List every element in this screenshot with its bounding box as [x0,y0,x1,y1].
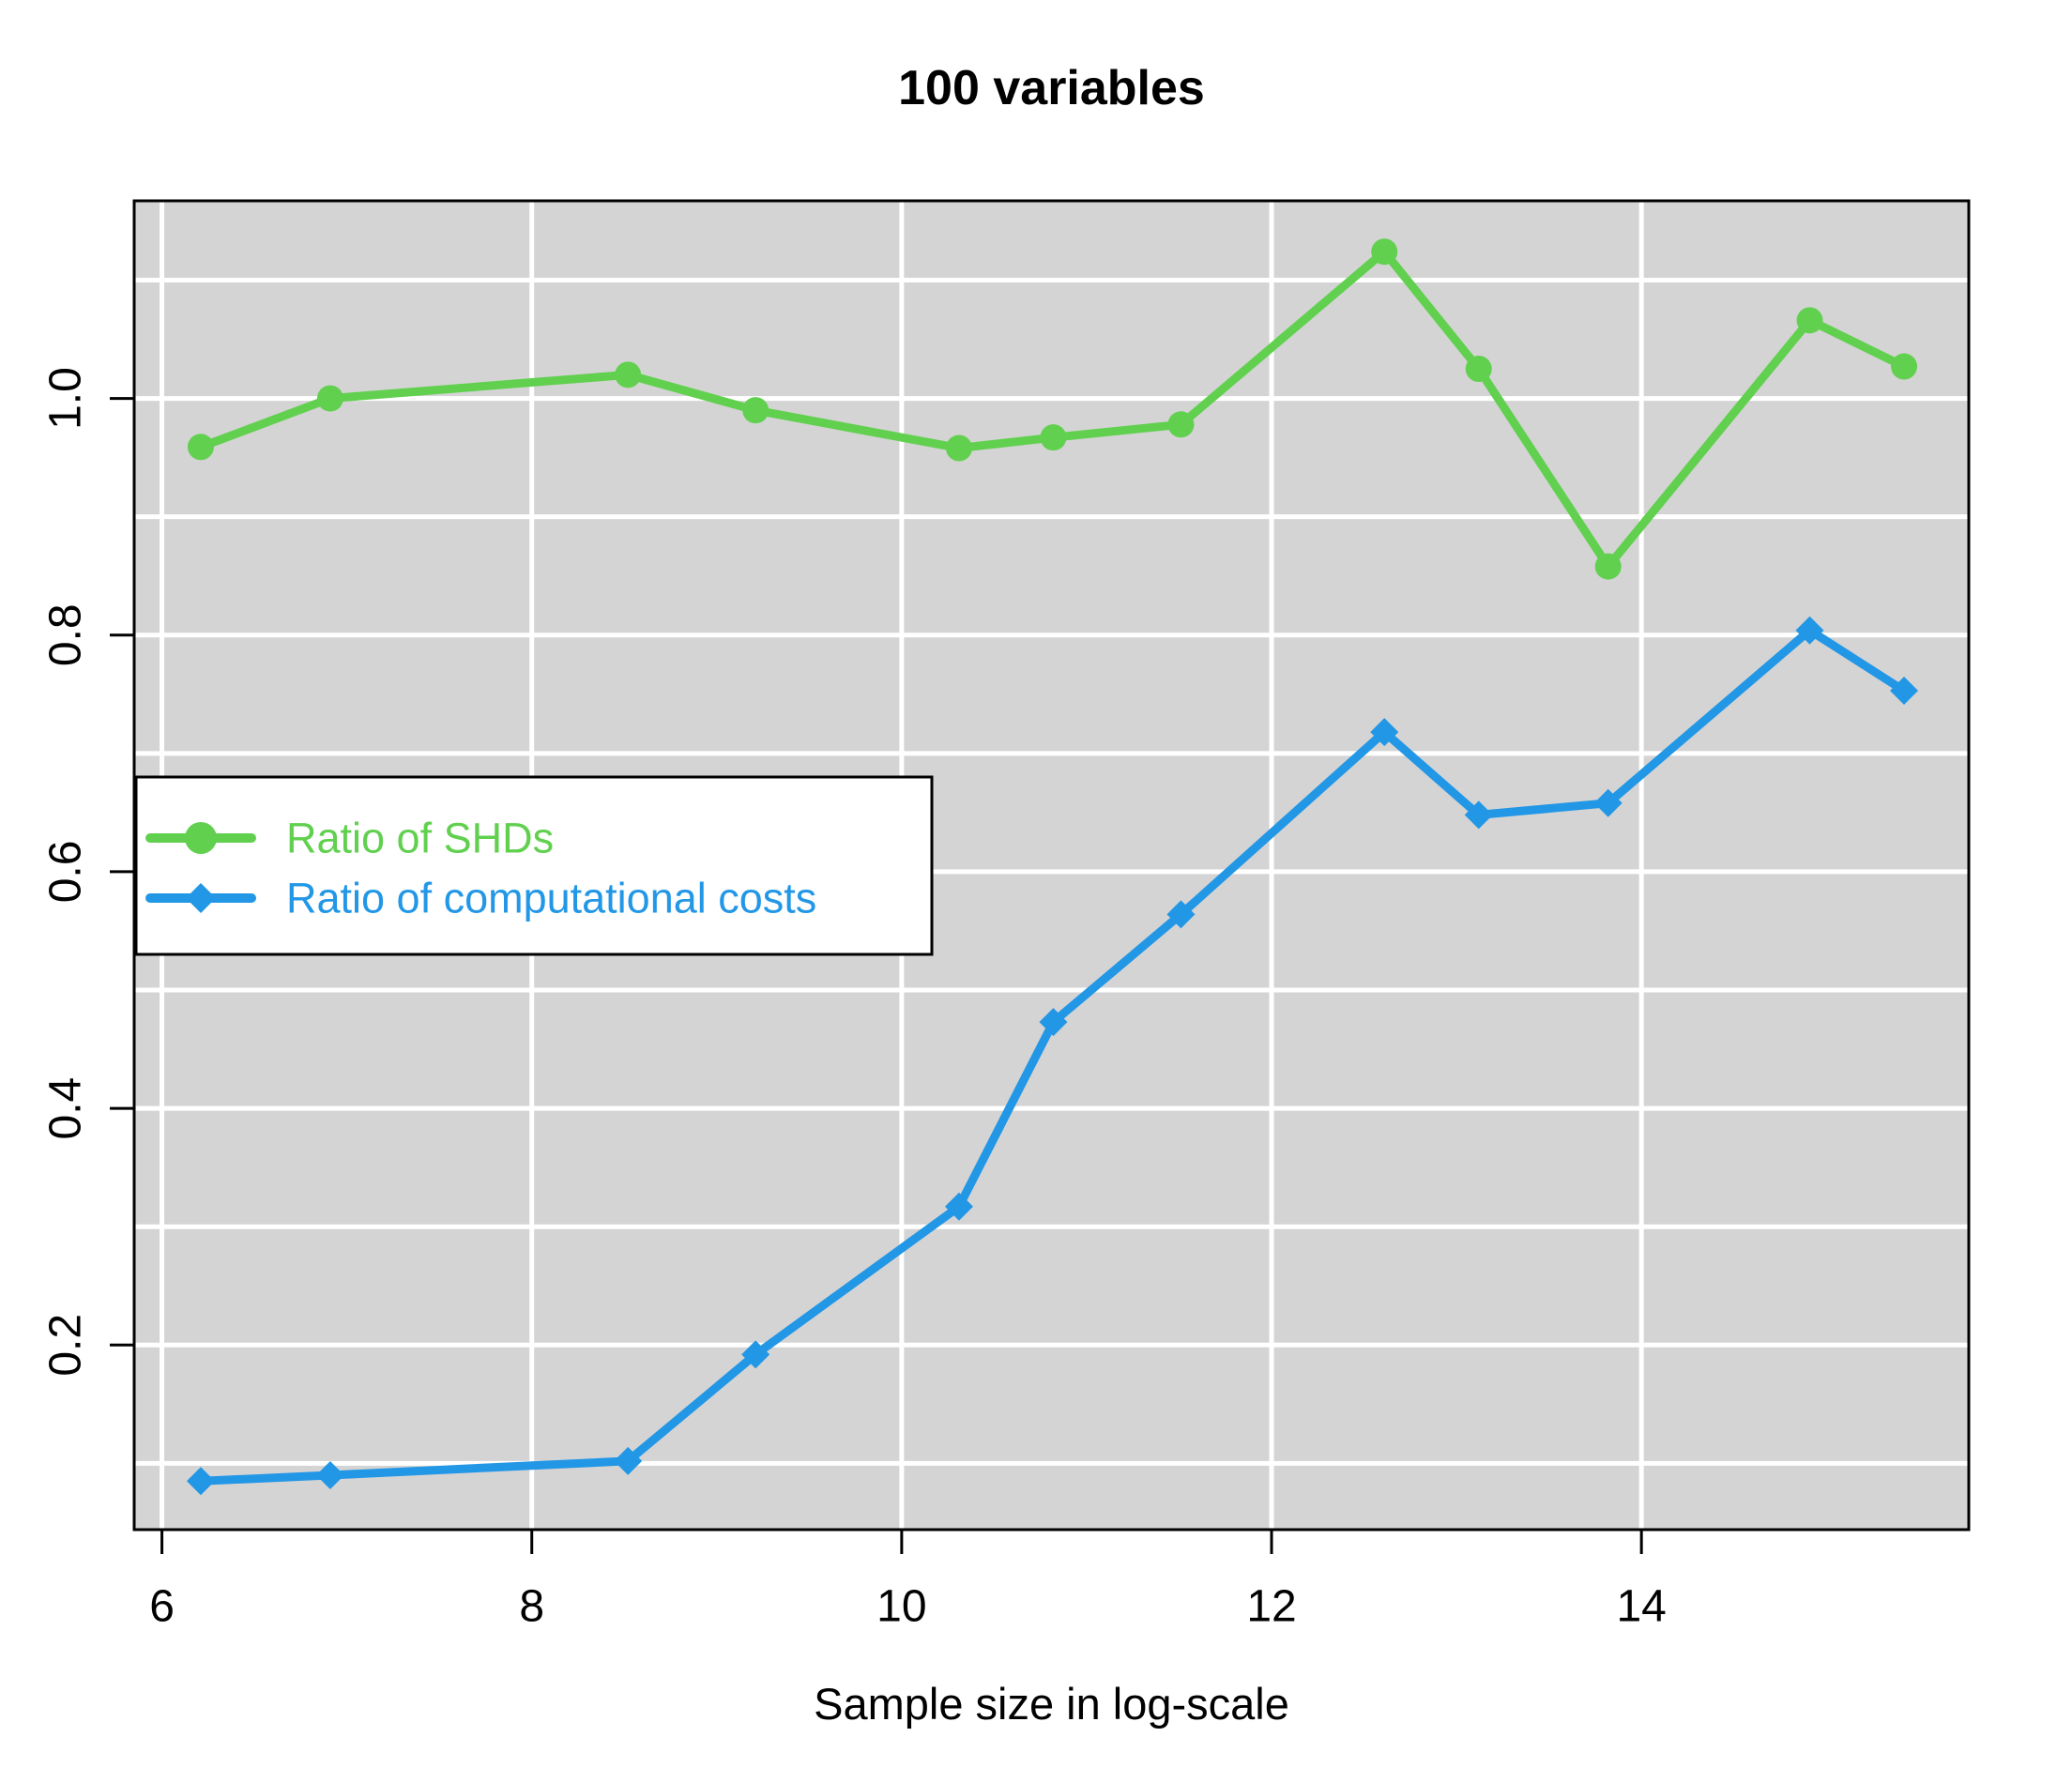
data-point-marker [1796,307,1823,334]
data-point-marker [186,1467,215,1496]
y-tick-label: 0.6 [41,841,91,904]
legend-label: Ratio of SHDs [286,815,554,862]
data-point-marker [742,397,769,424]
x-tick-label: 6 [149,1582,175,1632]
legend-label: Ratio of computational costs [286,875,816,922]
data-point-marker [1891,353,1918,380]
data-point-marker [1795,616,1824,645]
data-point-marker [187,434,214,461]
legend-box [134,775,934,956]
data-point-marker [315,1460,344,1489]
legend-marker [186,883,216,913]
series-line [196,626,1909,1486]
legend: Ratio of SHDs Ratio of computational cost… [134,775,934,956]
y-tick-label: 1.0 [41,367,91,430]
data-point-marker [944,1192,973,1221]
data-point-marker [316,385,343,412]
data-point-marker [1593,788,1623,817]
plot-frame [132,199,1971,1532]
data-point-marker [1465,356,1492,383]
x-tick-label: 12 [1246,1582,1296,1632]
data-point-marker [615,361,642,389]
data-point-marker [1166,900,1196,929]
data-point-marker [614,1446,643,1475]
data-point-marker [1167,411,1195,438]
data-point-marker [945,434,972,462]
y-tick-label: 0.8 [41,603,91,666]
data-point-marker [1890,677,1919,706]
y-tick-label: 0.2 [41,1314,91,1377]
data-point-marker [1464,800,1493,830]
data-point-marker [1594,553,1622,580]
series-ratio-of-shds [187,238,1918,580]
data-point-marker [1040,424,1067,451]
x-tick-label: 8 [519,1582,544,1632]
series-line [196,247,1909,571]
x-tick-label: 14 [1616,1582,1666,1632]
legend-marker [185,822,217,854]
y-tick-label: 0.4 [41,1077,91,1140]
series-ratio-of-computational-costs [186,616,1919,1496]
data-point-marker [1039,1008,1068,1037]
chart-title: 100 variables [898,61,1205,115]
data-point-marker [741,1340,770,1369]
x-axis-title: Sample size in log-scale [814,1679,1289,1729]
x-axis: 6 8 10 12 14 [149,1530,1667,1632]
data-point-marker [1370,718,1399,747]
legend-entry: Ratio of SHDs [145,815,554,862]
data-point-marker [1371,238,1398,266]
legend-entry: Ratio of computational costs [145,875,816,922]
y-axis: 0.2 0.4 0.6 0.8 1.0 [41,367,134,1377]
x-tick-label: 10 [876,1582,926,1632]
